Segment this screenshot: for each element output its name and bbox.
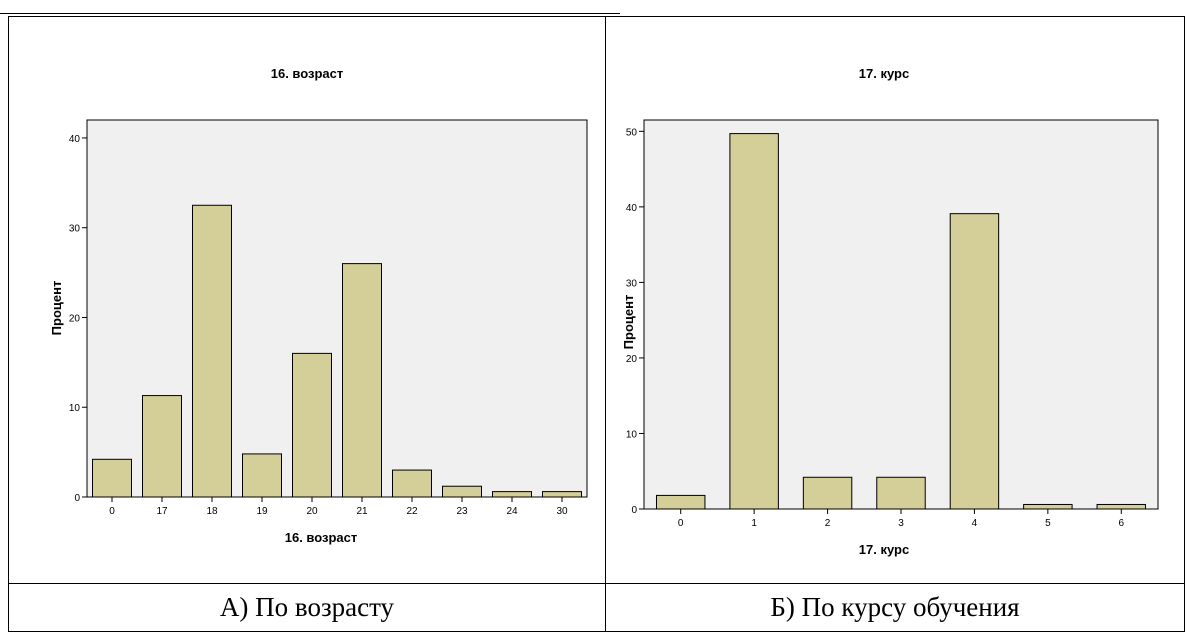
course-bar-4: [949, 213, 1000, 510]
age-chart-xlabel: 16. возраст: [285, 530, 358, 545]
y-tick-label: 0: [74, 493, 80, 504]
age-bar-19: [242, 453, 282, 498]
age-bar-20: [292, 352, 332, 498]
x-tick-label: 20: [306, 506, 318, 517]
x-tick-label: 30: [556, 506, 568, 517]
x-tick-label: 24: [506, 506, 518, 517]
x-tick-label: 21: [356, 506, 368, 517]
x-tick-label: 22: [406, 506, 418, 517]
course-bar-0: [655, 494, 706, 510]
y-tick-label: 20: [69, 313, 81, 324]
caption-age: А) По возрасту: [8, 583, 606, 632]
y-tick-label: 50: [626, 127, 638, 138]
course-chart-plot-area: [643, 119, 1159, 510]
age-chart-title: 16. возраст: [271, 66, 344, 81]
y-tick-label: 10: [626, 429, 638, 440]
top-rule: [0, 13, 620, 14]
y-tick-label: 30: [69, 224, 81, 235]
x-tick-label: 4: [972, 518, 978, 529]
x-tick-label: 0: [678, 518, 684, 529]
x-tick-label: 17: [156, 506, 168, 517]
y-tick-label: 40: [626, 203, 638, 214]
course-chart-xlabel: 17. курс: [859, 542, 909, 557]
y-tick-label: 40: [69, 134, 81, 145]
y-tick-label: 20: [626, 354, 638, 365]
course-chart: 17. курс 17. курс Процент 0 10 20 30 40 50 0 1 2…: [621, 66, 1159, 557]
x-tick-label: 23: [456, 506, 468, 517]
course-chart-ylabel: Процент: [621, 295, 636, 350]
y-tick-label: 0: [631, 505, 637, 516]
x-tick-label: 2: [825, 518, 831, 529]
figure-table: 16. возраст 16. возраст Процент 0 10 20 30 4…: [8, 16, 1185, 632]
x-tick-label: 18: [206, 506, 218, 517]
x-tick-label: 3: [898, 518, 904, 529]
course-bar-1: [729, 133, 779, 510]
age-bar-17: [142, 395, 182, 498]
age-bar-21: [342, 263, 382, 498]
caption-course: Б) По курсу обучения: [605, 583, 1185, 632]
age-bar-22: [392, 469, 432, 498]
age-bar-18: [192, 204, 232, 498]
x-tick-label: 6: [1119, 518, 1125, 529]
course-chart-title: 17. курс: [859, 66, 909, 81]
age-bar-30: [542, 491, 582, 498]
age-bar-0: [92, 458, 132, 498]
age-bar-24: [492, 491, 532, 498]
course-bar-6: [1096, 503, 1147, 510]
age-chart-ylabel: Процент: [49, 281, 64, 336]
age-bar-23: [442, 485, 482, 498]
course-bar-5: [1023, 503, 1073, 510]
x-tick-label: 1: [751, 518, 757, 529]
course-bar-3: [876, 476, 926, 510]
x-tick-label: 5: [1045, 518, 1051, 529]
x-tick-label: 0: [109, 506, 115, 517]
age-chart: 16. возраст 16. возраст Процент 0 10 20 30 4…: [49, 66, 588, 545]
y-tick-label: 10: [69, 403, 81, 414]
x-tick-label: 19: [256, 506, 268, 517]
course-chart-cell: 17. курс 17. курс Процент 0 10 20 30 40 50 0 1 2…: [605, 16, 1185, 584]
course-bar-2: [802, 476, 853, 510]
y-tick-label: 30: [626, 278, 638, 289]
age-chart-cell: 16. возраст 16. возраст Процент 0 10 20 30 4…: [8, 16, 606, 584]
